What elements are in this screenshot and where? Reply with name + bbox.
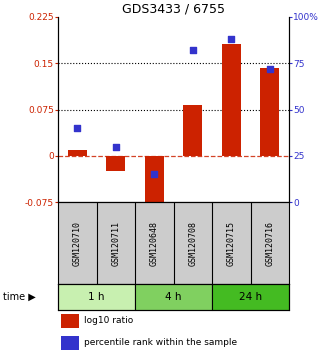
Bar: [61, 336, 79, 350]
Text: GSM120715: GSM120715: [227, 221, 236, 266]
Bar: [135, 284, 212, 310]
Bar: [212, 284, 289, 310]
Bar: [145, 156, 164, 214]
Title: GDS3433 / 6755: GDS3433 / 6755: [122, 3, 225, 16]
Bar: [183, 105, 202, 156]
Text: percentile rank within the sample: percentile rank within the sample: [84, 338, 237, 347]
Text: GSM120711: GSM120711: [111, 221, 120, 266]
Point: [267, 66, 272, 72]
Text: log10 ratio: log10 ratio: [84, 316, 133, 325]
Bar: [221, 44, 241, 156]
Point: [229, 36, 234, 42]
Text: 24 h: 24 h: [239, 292, 262, 302]
Text: GSM120648: GSM120648: [150, 221, 159, 266]
Bar: [68, 150, 87, 156]
Text: GSM120716: GSM120716: [265, 221, 274, 266]
Bar: [106, 156, 126, 171]
Text: 4 h: 4 h: [165, 292, 182, 302]
Point: [190, 47, 195, 53]
Bar: [58, 284, 135, 310]
Bar: [61, 314, 79, 327]
Point: [152, 171, 157, 177]
Text: time ▶: time ▶: [3, 292, 36, 302]
Text: 1 h: 1 h: [88, 292, 105, 302]
Point: [75, 125, 80, 131]
Point: [113, 144, 118, 149]
Bar: [260, 68, 279, 156]
Text: GSM120708: GSM120708: [188, 221, 197, 266]
Text: GSM120710: GSM120710: [73, 221, 82, 266]
